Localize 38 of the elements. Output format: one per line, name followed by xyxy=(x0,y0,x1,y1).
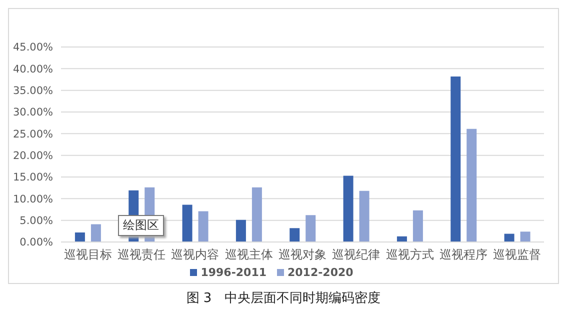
x-tick-label: 巡视方式 xyxy=(386,248,434,262)
bar xyxy=(74,232,85,242)
tooltip-box: 绘图区 xyxy=(118,215,164,236)
y-tick-label: 35.00% xyxy=(12,85,54,98)
bar xyxy=(504,234,514,242)
y-tick-label: 45.00% xyxy=(12,42,54,54)
x-tick-label: 巡视内容 xyxy=(171,248,220,262)
bar xyxy=(450,76,461,242)
y-tick-label: 25.00% xyxy=(12,128,54,140)
bar xyxy=(520,232,530,242)
legend-label: 1996-2011 xyxy=(200,266,266,279)
bar xyxy=(90,224,101,242)
bar xyxy=(306,215,316,242)
y-tick-label: 40.00% xyxy=(12,63,54,76)
bar xyxy=(290,228,300,242)
bar xyxy=(236,220,246,242)
bar xyxy=(252,187,262,242)
y-tick-label: 5.00% xyxy=(20,215,54,228)
y-tick-label: 15.00% xyxy=(12,172,54,184)
bar xyxy=(412,210,423,242)
text: 图 3 中央层面不同时期编码密度 xyxy=(185,290,382,307)
y-tick-label: 0.00% xyxy=(20,236,54,249)
bar xyxy=(343,176,354,242)
bar xyxy=(182,204,192,242)
y-tick-label: 10.00% xyxy=(12,193,54,206)
legend-label: 2012-2020 xyxy=(288,266,354,279)
x-tick-label: 巡视纪律 xyxy=(332,248,380,262)
y-tick-label: 20.00% xyxy=(12,150,54,162)
x-tick-label: 巡视监督 xyxy=(493,248,542,262)
bar xyxy=(466,128,477,242)
x-tick-label: 巡视主体 xyxy=(224,248,273,262)
bar xyxy=(359,190,370,242)
x-tick-label: 巡视目标 xyxy=(64,248,112,262)
bar xyxy=(198,211,208,242)
x-tick-label: 巡视责任 xyxy=(118,248,166,262)
y-tick-label: 30.00% xyxy=(12,106,54,119)
x-tick-label: 巡视程序 xyxy=(440,248,488,262)
x-tick-label: 巡视对象 xyxy=(278,248,326,262)
